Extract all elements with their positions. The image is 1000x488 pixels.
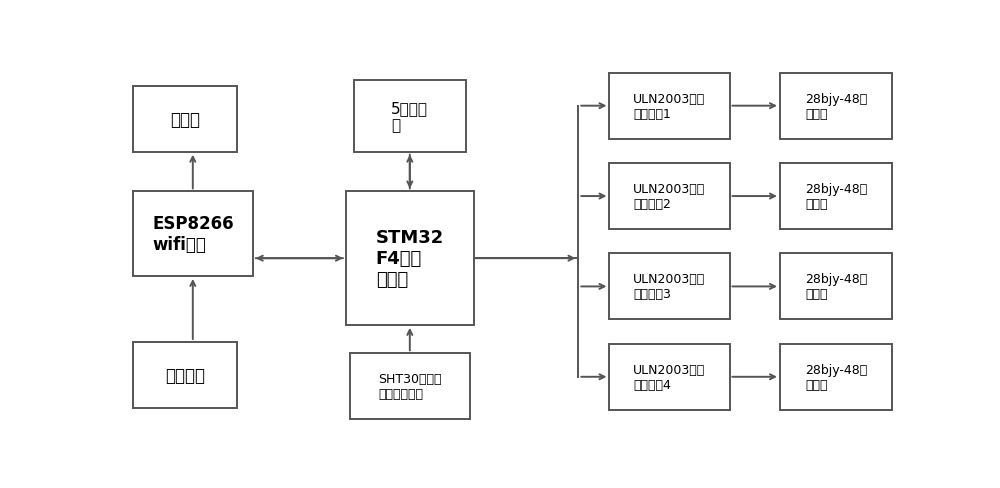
Text: ULN2003步进
电机驱动1: ULN2003步进 电机驱动1 — [633, 93, 706, 121]
Text: SHT30高精度
温湿度传感器: SHT30高精度 温湿度传感器 — [378, 372, 442, 400]
Bar — [609, 344, 730, 410]
Bar — [780, 74, 892, 140]
Bar — [133, 342, 237, 408]
Bar — [133, 87, 237, 152]
Text: 28bjy-48步
进电机: 28bjy-48步 进电机 — [805, 183, 867, 211]
Bar — [780, 254, 892, 320]
Bar — [780, 344, 892, 410]
Text: 28bjy-48步
进电机: 28bjy-48步 进电机 — [805, 93, 867, 121]
Bar — [780, 164, 892, 229]
Bar — [609, 164, 730, 229]
Text: ESP8266
wifi模块: ESP8266 wifi模块 — [152, 215, 234, 254]
Text: 28bjy-48步
进电机: 28bjy-48步 进电机 — [805, 363, 867, 391]
Bar — [354, 81, 466, 152]
Bar — [346, 192, 474, 325]
Text: STM32
F4核心
系统板: STM32 F4核心 系统板 — [376, 229, 444, 288]
Text: ULN2003步进
电机驱动3: ULN2003步进 电机驱动3 — [633, 273, 706, 301]
Bar — [609, 254, 730, 320]
Bar — [133, 192, 253, 277]
Text: 5寸串口
屏: 5寸串口 屏 — [391, 101, 428, 133]
Text: ULN2003步进
电机驱动2: ULN2003步进 电机驱动2 — [633, 183, 706, 211]
Text: 网络配置: 网络配置 — [165, 366, 205, 384]
Bar — [350, 353, 470, 419]
Text: 28bjy-48步
进电机: 28bjy-48步 进电机 — [805, 273, 867, 301]
Bar — [609, 74, 730, 140]
Text: 物联网: 物联网 — [170, 111, 200, 129]
Text: ULN2003步进
电机驱动4: ULN2003步进 电机驱动4 — [633, 363, 706, 391]
